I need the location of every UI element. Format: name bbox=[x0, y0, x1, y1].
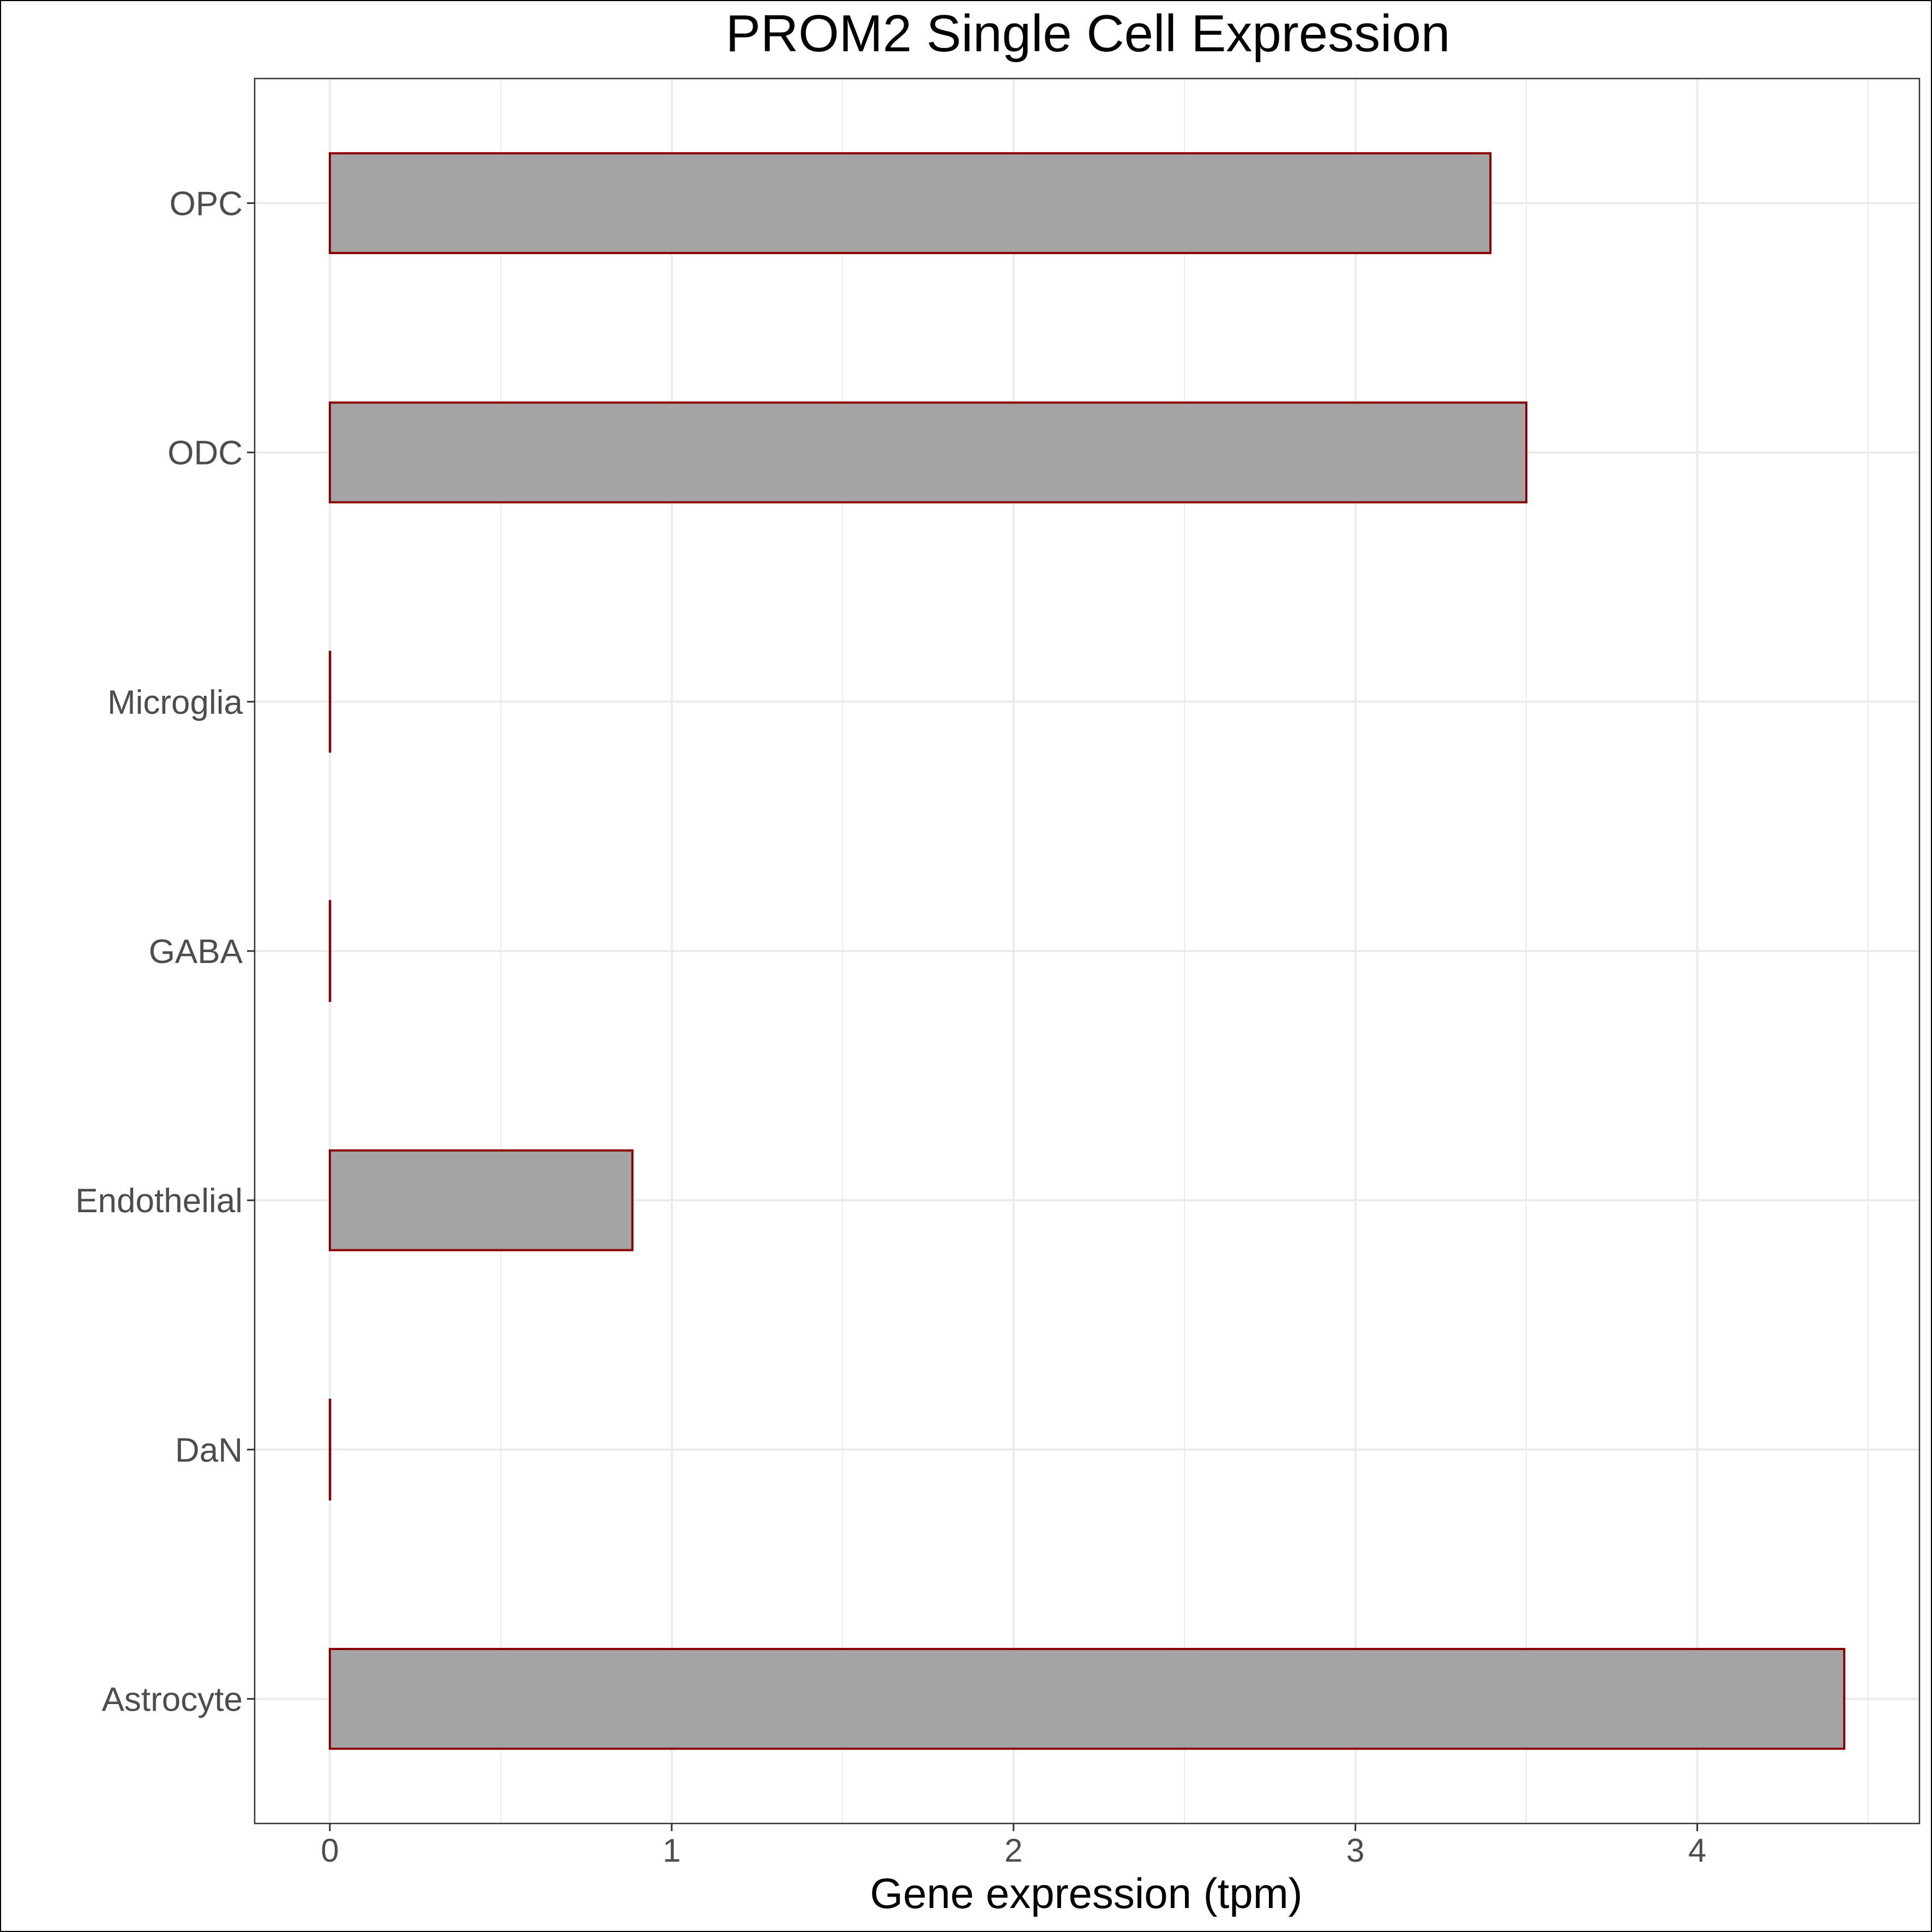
bars-layer bbox=[328, 152, 1846, 1750]
x-tick-label: 0 bbox=[321, 1832, 339, 1869]
x-tick-label: 1 bbox=[663, 1832, 681, 1869]
bar-endothelial bbox=[328, 1149, 634, 1251]
x-axis-ticks: 0 1 2 3 4 bbox=[321, 1823, 1706, 1869]
bar-odc bbox=[328, 401, 1528, 504]
y-tick-label-odc: ODC bbox=[167, 435, 243, 472]
x-tick-label: 2 bbox=[1004, 1832, 1022, 1869]
y-tick-label-astrocyte: Astrocyte bbox=[102, 1681, 243, 1718]
chart-title: PROM2 Single Cell Expression bbox=[726, 4, 1450, 63]
bar-astrocyte bbox=[328, 1648, 1846, 1750]
y-axis-ticks: Astrocyte DaN Endothelial GABA Microglia ODC O… bbox=[75, 185, 255, 1718]
bar-opc bbox=[328, 152, 1492, 254]
y-tick-label-opc: OPC bbox=[170, 185, 243, 223]
y-tick-label-endothelial: Endothelial bbox=[75, 1182, 243, 1220]
x-tick-label: 4 bbox=[1688, 1832, 1706, 1869]
x-axis-label: Gene expression (tpm) bbox=[870, 1869, 1302, 1917]
y-tick-label-dan: DaN bbox=[175, 1431, 243, 1469]
grid-layer bbox=[255, 79, 1919, 1823]
y-tick-label-gaba: GABA bbox=[149, 933, 243, 971]
y-tick-label-microglia: Microglia bbox=[107, 684, 243, 721]
x-tick-label: 3 bbox=[1346, 1832, 1364, 1869]
